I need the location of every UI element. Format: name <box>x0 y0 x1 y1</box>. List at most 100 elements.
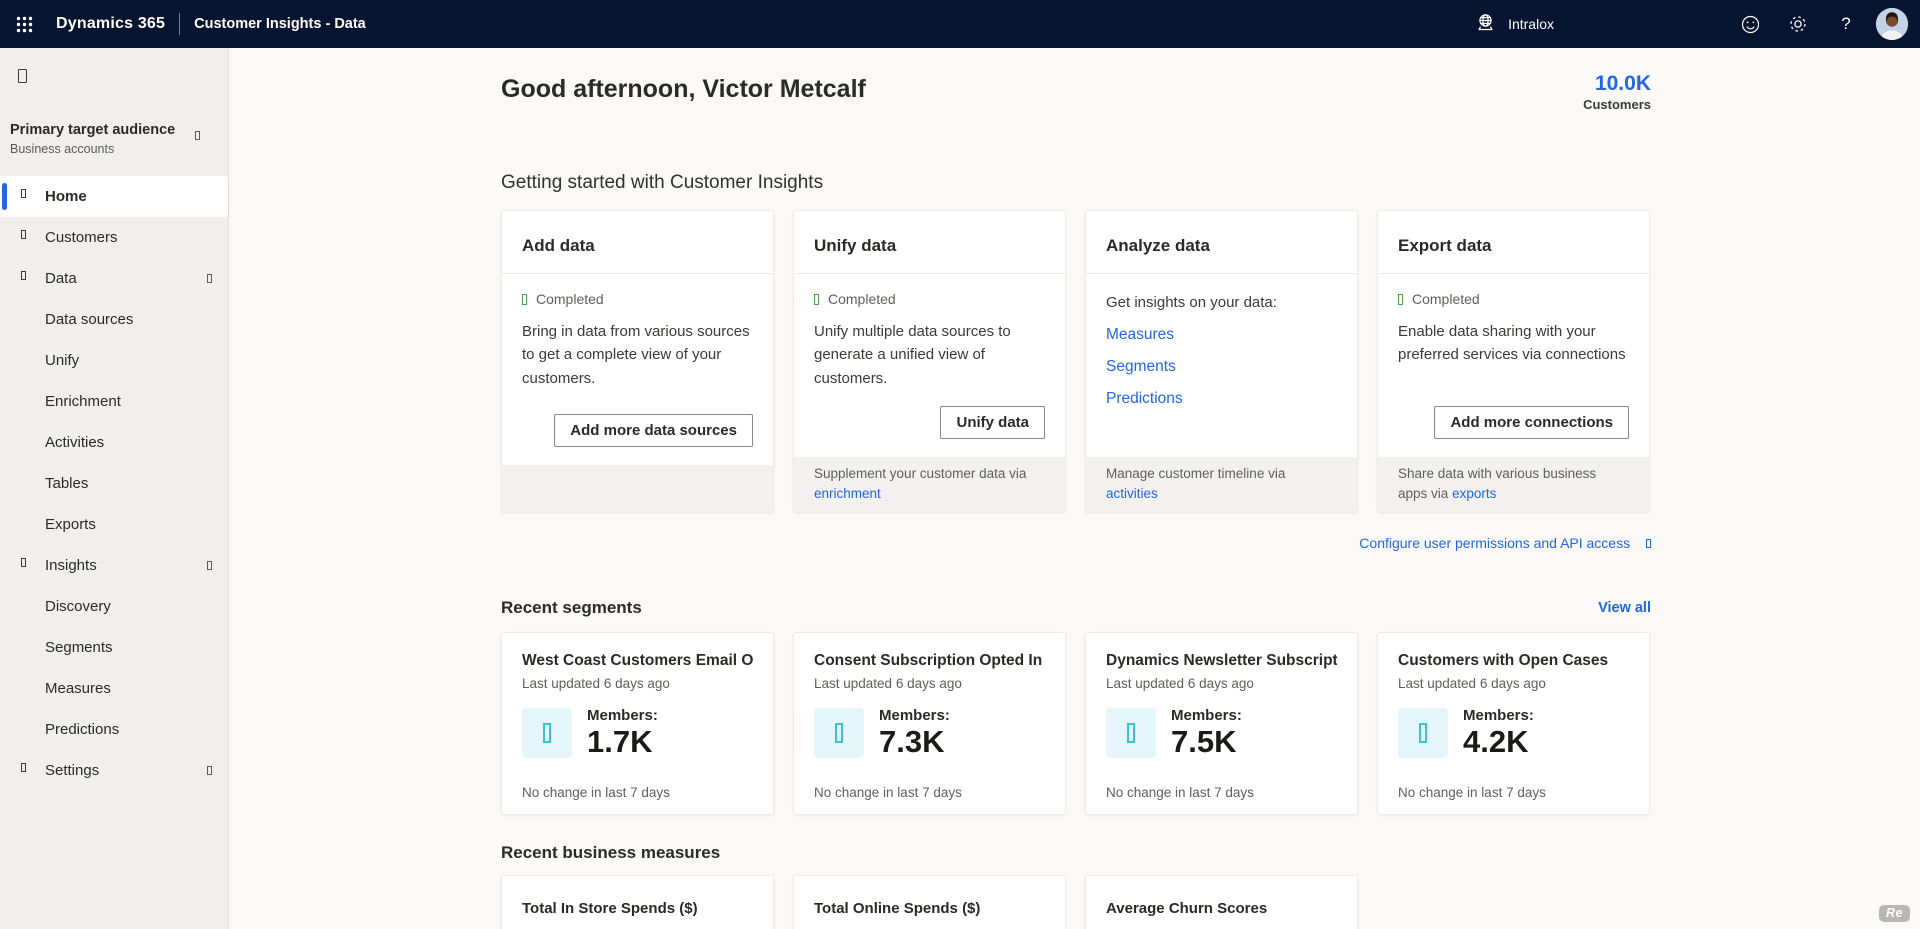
card-footer: Share data with various business apps vi… <box>1378 457 1649 513</box>
check-icon <box>1398 294 1403 305</box>
check-icon <box>814 294 819 305</box>
environment-name: Intralox <box>1508 16 1554 32</box>
settings-gear-icon[interactable] <box>1774 0 1822 48</box>
members-count: 1.7K <box>587 724 658 760</box>
insight-links: Measures Segments Predictions <box>1106 326 1337 408</box>
insights-icon <box>21 558 26 567</box>
customers-icon <box>21 230 26 239</box>
sidebar-item-segments[interactable]: Segments <box>0 627 228 668</box>
measures-link[interactable]: Measures <box>1106 326 1337 344</box>
segment-card[interactable]: Dynamics Newsletter Subscriptio... Last … <box>1085 632 1358 815</box>
card-description: Unify multiple data sources to generate … <box>814 320 1045 390</box>
account-avatar[interactable] <box>1870 0 1914 48</box>
segment-card[interactable]: Customers with Open Cases Last updated 6… <box>1377 632 1650 815</box>
segment-card[interactable]: Consent Subscription Opted In Cu... Last… <box>793 632 1066 815</box>
card-description: Get insights on your data: <box>1106 291 1337 314</box>
view-all-link[interactable]: View all <box>1598 600 1651 616</box>
sidebar-item-data[interactable]: Data <box>0 258 228 299</box>
card-footer: Manage customer timeline via activities <box>1086 457 1357 513</box>
data-icon <box>21 271 26 280</box>
segment-trend: No change in last 7 days <box>1106 785 1337 800</box>
status-completed: Completed <box>1398 291 1629 307</box>
sidebar-item-data-sources[interactable]: Data sources <box>0 299 228 340</box>
measure-card[interactable]: Average Churn Scores <box>1085 875 1358 929</box>
status-completed: Completed <box>814 291 1045 307</box>
feedback-smiley-icon[interactable] <box>1726 0 1774 48</box>
segment-icon <box>1106 708 1156 758</box>
check-icon <box>522 294 527 305</box>
card-footer <box>502 465 773 512</box>
app-launcher-icon[interactable] <box>0 0 48 48</box>
main-content: Good afternoon, Victor Metcalf 10.0K Cus… <box>229 48 1920 929</box>
segment-trend: No change in last 7 days <box>1398 785 1629 800</box>
recent-segments-cards: West Coast Customers Email Opt... Last u… <box>501 632 1651 815</box>
sidebar-item-enrichment[interactable]: Enrichment <box>0 381 228 422</box>
sidebar-item-unify[interactable]: Unify <box>0 340 228 381</box>
chevron-down-icon <box>207 766 212 775</box>
unify-data-button[interactable]: Unify data <box>940 406 1045 439</box>
add-more-connections-button[interactable]: Add more connections <box>1434 406 1629 439</box>
members-count: 7.5K <box>1171 724 1242 760</box>
card-title: Add data <box>522 236 753 256</box>
activities-link[interactable]: activities <box>1106 486 1158 501</box>
recent-measures-title: Recent business measures <box>501 843 1651 863</box>
sidebar-item-predictions[interactable]: Predictions <box>0 709 228 750</box>
customer-count-block[interactable]: 10.0K Customers <box>1583 72 1651 112</box>
sidebar-item-customers[interactable]: Customers <box>0 217 228 258</box>
sidebar-item-tables[interactable]: Tables <box>0 463 228 504</box>
chevron-up-icon <box>207 561 212 570</box>
permissions-row: Configure user permissions and API acces… <box>501 535 1651 551</box>
audience-switch-icon[interactable] <box>195 128 200 143</box>
sidebar-item-insights[interactable]: Insights <box>0 545 228 586</box>
card-unify-data: Unify data Completed Unify multiple data… <box>793 210 1066 513</box>
measure-card[interactable]: Total In Store Spends ($) <box>501 875 774 929</box>
segment-trend: No change in last 7 days <box>814 785 1045 800</box>
exports-link[interactable]: exports <box>1452 486 1496 501</box>
external-link-icon <box>1646 539 1651 548</box>
measure-card[interactable]: Total Online Spends ($) <box>793 875 1066 929</box>
predictions-link[interactable]: Predictions <box>1106 390 1337 408</box>
customer-count-label: Customers <box>1583 97 1651 112</box>
configure-permissions-link[interactable]: Configure user permissions and API acces… <box>1359 535 1630 551</box>
environment-picker[interactable]: Intralox <box>1475 12 1554 36</box>
card-export-data: Export data Completed Enable data sharin… <box>1377 210 1650 513</box>
segment-card[interactable]: West Coast Customers Email Opt... Last u… <box>501 632 774 815</box>
sidebar-item-exports[interactable]: Exports <box>0 504 228 545</box>
recent-segments-title: Recent segments <box>501 598 642 618</box>
sidebar-item-activities[interactable]: Activities <box>0 422 228 463</box>
app-title: Customer Insights - Data <box>194 16 366 32</box>
add-more-data-sources-button[interactable]: Add more data sources <box>554 414 753 447</box>
card-title: Export data <box>1398 236 1629 256</box>
home-icon <box>21 189 26 198</box>
sidebar-item-settings[interactable]: Settings <box>0 750 228 791</box>
card-add-data: Add data Completed Bring in data from va… <box>501 210 774 513</box>
enrichment-link[interactable]: enrichment <box>814 486 881 501</box>
segments-link[interactable]: Segments <box>1106 358 1337 376</box>
getting-started-cards: Add data Completed Bring in data from va… <box>501 210 1651 513</box>
help-icon[interactable]: ? <box>1822 0 1870 48</box>
audience-subtitle: Business accounts <box>10 142 218 156</box>
card-description: Enable data sharing with your preferred … <box>1398 320 1629 367</box>
topbar-divider <box>179 13 180 35</box>
re-watermark-badge: Re <box>1879 905 1910 922</box>
nav-list: Home Customers Data Data sources Unify E… <box>0 176 228 791</box>
audience-title: Primary target audience <box>10 122 218 138</box>
segment-trend: No change in last 7 days <box>522 785 753 800</box>
status-completed: Completed <box>522 291 753 307</box>
nav-collapse-icon[interactable] <box>18 64 46 90</box>
audience-switcher: Primary target audience Business account… <box>10 122 218 156</box>
card-analyze-data: Analyze data Get insights on your data: … <box>1085 210 1358 513</box>
sidebar-item-discovery[interactable]: Discovery <box>0 586 228 627</box>
segment-icon <box>522 708 572 758</box>
card-title: Analyze data <box>1106 236 1337 256</box>
sidebar-item-home[interactable]: Home <box>0 176 228 217</box>
brand-title[interactable]: Dynamics 365 <box>56 15 165 33</box>
sidebar-item-measures[interactable]: Measures <box>0 668 228 709</box>
members-count: 7.3K <box>879 724 950 760</box>
card-footer: Supplement your customer data via enrich… <box>794 457 1065 513</box>
environment-icon <box>1475 12 1496 36</box>
segment-icon <box>1398 708 1448 758</box>
card-description: Bring in data from various sources to ge… <box>522 320 753 390</box>
settings-icon <box>21 763 26 772</box>
customer-count-value: 10.0K <box>1583 72 1651 95</box>
